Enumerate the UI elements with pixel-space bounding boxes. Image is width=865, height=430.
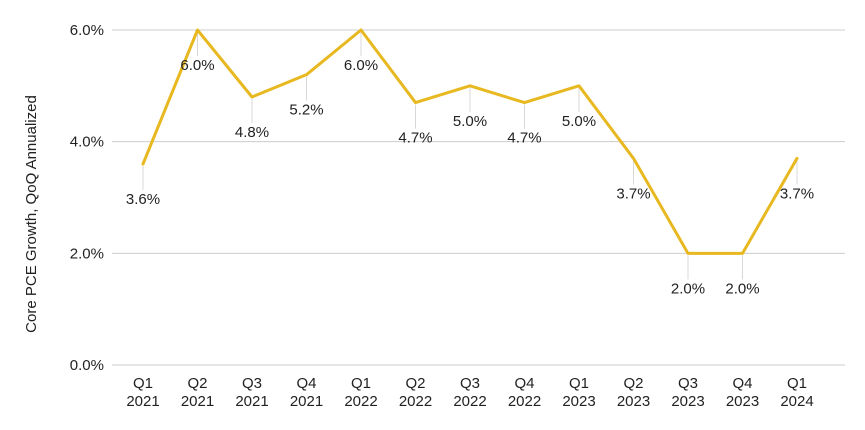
series-line [141, 28, 799, 255]
gridlines [112, 29, 845, 366]
data-label: 4.8% [235, 124, 269, 141]
x-tick-label: Q3 [460, 375, 480, 392]
data-label: 6.0% [344, 57, 378, 74]
x-tick-label: Q4 [514, 375, 534, 392]
label-leader-lines [142, 32, 798, 280]
x-tick-label: 2023 [726, 393, 759, 410]
x-tick-label: 2021 [126, 393, 159, 410]
x-tick-label: Q4 [732, 375, 752, 392]
x-tick-label: Q1 [787, 375, 807, 392]
x-tick-label: 2024 [780, 393, 813, 410]
x-tick-labels: Q12021Q22021Q32021Q42021Q12022Q22022Q320… [126, 375, 813, 410]
data-label: 5.0% [562, 113, 596, 130]
y-tick-label: 6.0% [70, 22, 104, 39]
x-tick-label: 2022 [508, 393, 541, 410]
x-tick-label: Q3 [242, 375, 262, 392]
x-tick-label: 2023 [617, 393, 650, 410]
x-tick-label: Q4 [296, 375, 316, 392]
data-label: 4.7% [507, 130, 541, 147]
x-tick-label: 2022 [453, 393, 486, 410]
data-label: 2.0% [725, 280, 759, 297]
data-label: 4.7% [398, 130, 432, 147]
x-tick-label: 2022 [399, 393, 432, 410]
y-axis-label: Core PCE Growth, QoQ Annualized [23, 95, 40, 333]
y-tick-label: 0.0% [70, 357, 104, 374]
data-labels: 3.6% 6.0% 4.8% 5.2% 6.0% 4.7% 5.0% 4.7% 5.0% 3.7%… [126, 57, 814, 297]
x-tick-label: 2021 [181, 393, 214, 410]
x-tick-label: Q2 [623, 375, 643, 392]
x-tick-label: Q2 [405, 375, 425, 392]
y-tick-label: 2.0% [70, 245, 104, 262]
data-label: 5.0% [453, 113, 487, 130]
data-label: 3.7% [780, 185, 814, 202]
data-label: 3.7% [616, 185, 650, 202]
data-label: 5.2% [289, 102, 323, 119]
data-label: 2.0% [671, 280, 705, 297]
x-tick-label: 2022 [344, 393, 377, 410]
y-tick-labels: 0.0% 2.0% 4.0% 6.0% [70, 22, 104, 374]
x-tick-label: Q1 [351, 375, 371, 392]
data-label: 6.0% [180, 57, 214, 74]
x-tick-label: Q2 [187, 375, 207, 392]
x-tick-label: Q1 [133, 375, 153, 392]
data-label: 3.6% [126, 191, 160, 208]
x-tick-label: 2021 [290, 393, 323, 410]
x-tick-label: Q1 [569, 375, 589, 392]
y-tick-label: 4.0% [70, 134, 104, 151]
x-tick-label: 2023 [671, 393, 704, 410]
series-line-group [141, 28, 799, 255]
x-tick-label: 2021 [235, 393, 268, 410]
x-tick-label: Q3 [678, 375, 698, 392]
x-tick-label: 2023 [562, 393, 595, 410]
